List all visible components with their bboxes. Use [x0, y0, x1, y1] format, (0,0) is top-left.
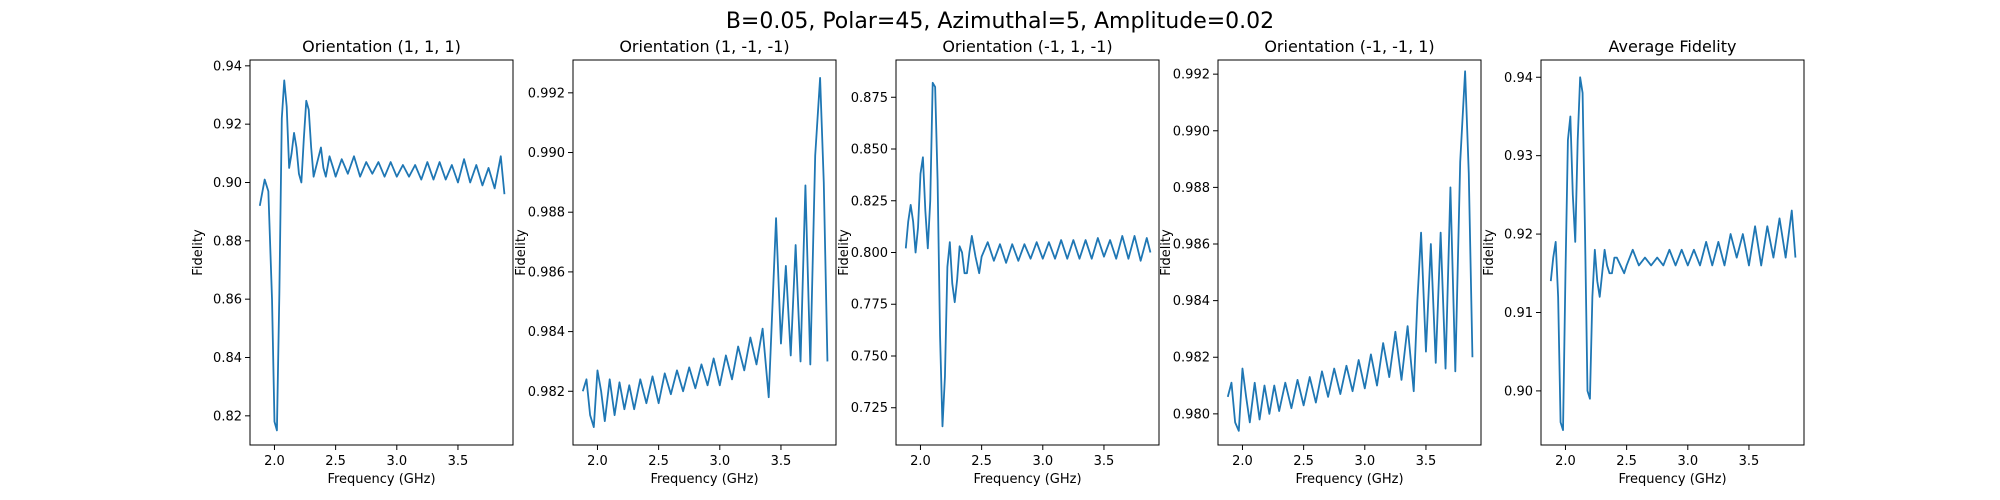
- series-line: [258, 79, 506, 432]
- x-tick-label: 2.5: [325, 454, 346, 469]
- subplot-title: Average Fidelity: [1609, 37, 1737, 56]
- x-tick-label: 3.0: [709, 454, 730, 469]
- y-tick-label: 0.988: [1173, 181, 1210, 196]
- y-tick-label: 0.90: [1504, 384, 1533, 399]
- axes-frame: [249, 59, 514, 446]
- series-line: [1549, 76, 1797, 432]
- subplot-grid: Orientation (1, 1, 1) 2.0 2.5 3.0 3.5 0.82 0.8…: [191, 37, 1805, 487]
- y-tick-label: 0.94: [213, 59, 242, 74]
- y-tick-label: 0.875: [851, 91, 888, 106]
- x-tick-label: 2.0: [1555, 454, 1576, 469]
- x-tick-label: 2.0: [1232, 454, 1253, 469]
- y-tick-label: 0.84: [213, 351, 242, 366]
- y-tick-label: 0.725: [851, 401, 888, 416]
- y-tick-label: 0.86: [213, 293, 242, 308]
- x-tick-label: 2.0: [910, 454, 931, 469]
- y-axis-label: Fidelity: [514, 229, 529, 276]
- y-axis-label: Fidelity: [191, 229, 206, 276]
- x-tick-label: 3.5: [1739, 454, 1760, 469]
- figure-suptitle: B=0.05, Polar=45, Azimuthal=5, Amplitude…: [726, 9, 1274, 34]
- y-axis-label: Fidelity: [837, 229, 852, 276]
- y-tick-label: 0.93: [1504, 149, 1533, 164]
- axes-frame: [1540, 59, 1805, 446]
- y-tick-label: 0.775: [851, 298, 888, 313]
- x-tick-label: 3.5: [448, 454, 469, 469]
- x-tick-label: 2.5: [971, 454, 992, 469]
- subplot-title: Orientation (1, -1, -1): [619, 37, 789, 56]
- x-tick-label: 2.5: [1293, 454, 1314, 469]
- y-tick-label: 0.82: [213, 409, 242, 424]
- axes-frame: [1217, 59, 1482, 446]
- y-tick-label: 0.986: [528, 265, 565, 280]
- subplot-4: Orientation (-1, -1, 1) 2.0 2.5 3.0 3.5 0.980…: [1159, 37, 1482, 487]
- y-tick-label: 0.92: [1504, 228, 1533, 243]
- y-tick-label: 0.982: [1173, 351, 1210, 366]
- x-tick-label: 3.5: [1094, 454, 1115, 469]
- x-axis-label: Frequency (GHz): [1618, 472, 1726, 487]
- y-tick-label: 0.986: [1173, 238, 1210, 253]
- y-tick-label: 0.91: [1504, 306, 1533, 321]
- y-tick-label: 0.90: [213, 176, 242, 191]
- y-tick-label: 0.992: [528, 86, 565, 101]
- x-tick-label: 2.5: [1616, 454, 1637, 469]
- y-tick-label: 0.800: [851, 246, 888, 261]
- y-tick-label: 0.94: [1504, 71, 1533, 86]
- subplot-title: Orientation (-1, 1, -1): [942, 37, 1112, 56]
- y-tick-label: 0.992: [1173, 68, 1210, 83]
- x-axis-label: Frequency (GHz): [650, 472, 758, 487]
- y-tick-label: 0.990: [528, 146, 565, 161]
- x-tick-label: 3.0: [1677, 454, 1698, 469]
- y-tick-label: 0.984: [1173, 294, 1210, 309]
- x-tick-label: 3.5: [1416, 454, 1437, 469]
- x-tick-label: 2.5: [648, 454, 669, 469]
- y-tick-label: 0.988: [528, 206, 565, 221]
- subplot-2: Orientation (1, -1, -1) 2.0 2.5 3.0 3.5 0.982…: [514, 37, 837, 487]
- axes-frame: [572, 59, 837, 446]
- series-line: [1226, 70, 1474, 432]
- y-tick-label: 0.980: [1173, 407, 1210, 422]
- y-tick-label: 0.984: [528, 325, 565, 340]
- x-tick-label: 2.0: [264, 454, 285, 469]
- x-tick-label: 2.0: [587, 454, 608, 469]
- y-tick-label: 0.850: [851, 143, 888, 158]
- y-tick-label: 0.982: [528, 385, 565, 400]
- subplot-title: Orientation (1, 1, 1): [302, 37, 461, 56]
- x-tick-label: 3.5: [771, 454, 792, 469]
- y-tick-label: 0.990: [1173, 124, 1210, 139]
- x-tick-label: 3.0: [1032, 454, 1053, 469]
- y-tick-label: 0.825: [851, 194, 888, 209]
- x-tick-label: 3.0: [386, 454, 407, 469]
- y-axis-label: Fidelity: [1159, 229, 1174, 276]
- subplot-3: Orientation (-1, 1, -1) 2.0 2.5 3.0 3.5 0.725…: [837, 37, 1160, 487]
- subplot-1: Orientation (1, 1, 1) 2.0 2.5 3.0 3.5 0.82 0.8…: [191, 37, 514, 487]
- x-axis-label: Frequency (GHz): [973, 472, 1081, 487]
- y-axis-label: Fidelity: [1482, 229, 1497, 276]
- x-tick-label: 3.0: [1354, 454, 1375, 469]
- series-line: [581, 77, 829, 428]
- x-axis-label: Frequency (GHz): [1295, 472, 1403, 487]
- series-line: [904, 81, 1152, 428]
- x-axis-label: Frequency (GHz): [327, 472, 435, 487]
- y-tick-label: 0.92: [213, 118, 242, 133]
- y-tick-label: 0.750: [851, 349, 888, 364]
- y-tick-label: 0.88: [213, 234, 242, 249]
- subplot-title: Orientation (-1, -1, 1): [1264, 37, 1434, 56]
- subplot-5: Average Fidelity 2.0 2.5 3.0 3.5 0.90 0.91 0.92…: [1482, 37, 1805, 487]
